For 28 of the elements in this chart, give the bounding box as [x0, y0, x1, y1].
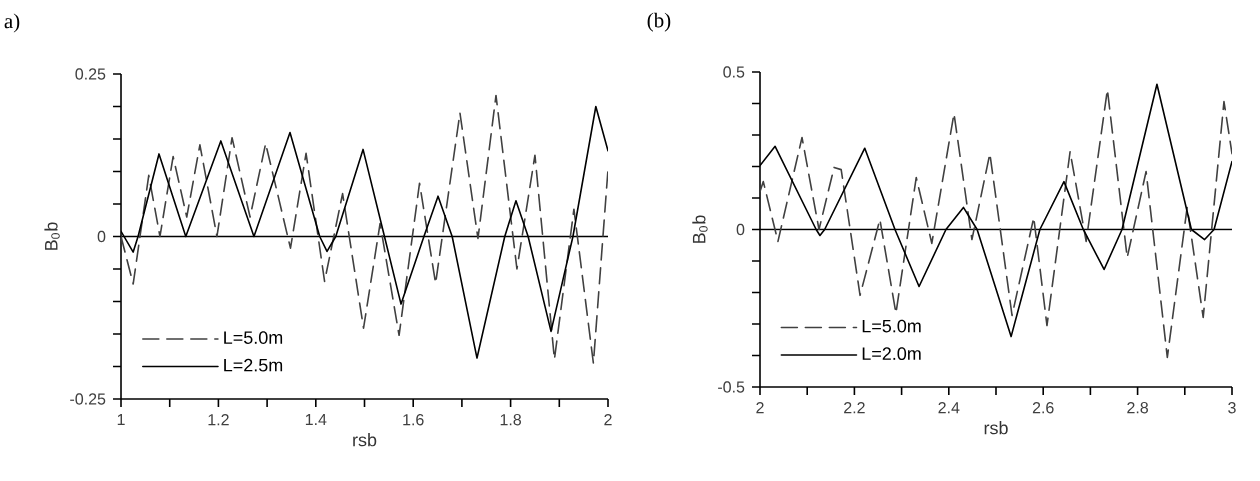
y-tick-label: -0.25 — [70, 393, 106, 405]
y-tick-label: 0.25 — [75, 68, 106, 80]
x-tick-label: 2.6 — [1032, 402, 1054, 414]
y-axis-title: B$_{0}$b — [692, 215, 708, 243]
legend-label: L=5.0m — [862, 319, 921, 333]
x-tick-label: 2.2 — [844, 402, 865, 414]
legend-label: L=5.0m — [224, 331, 283, 344]
x-axis-title: rsb — [353, 433, 377, 447]
x-tick-label: 1.2 — [208, 414, 229, 426]
x-tick-label: 3 — [1228, 402, 1236, 414]
y-tick-label: 0 — [736, 223, 745, 236]
legend-label: L=2.5m — [224, 358, 283, 372]
legend-label: L=2.0m — [862, 347, 921, 361]
chart-title: a) — [4, 13, 20, 33]
x-tick-label: 1.4 — [305, 414, 327, 426]
x-tick-label: 2.8 — [1127, 402, 1148, 414]
chart-title: (b) — [647, 12, 671, 32]
x-tick-label: 2 — [756, 402, 764, 414]
y-tick-label: 0 — [97, 230, 106, 243]
y-tick-label: 0.5 — [723, 66, 745, 78]
y-axis-title: B$_{0}$b — [44, 222, 60, 250]
x-axis-title: rsb — [984, 421, 1008, 435]
x-tick-label: 1.8 — [500, 414, 522, 426]
x-tick-label: 1 — [117, 414, 125, 426]
x-tick-label: 2 — [604, 414, 612, 426]
y-tick-label: -0.5 — [718, 381, 745, 393]
x-tick-label: 2.4 — [938, 402, 960, 414]
x-tick-label: 1.6 — [403, 414, 424, 426]
